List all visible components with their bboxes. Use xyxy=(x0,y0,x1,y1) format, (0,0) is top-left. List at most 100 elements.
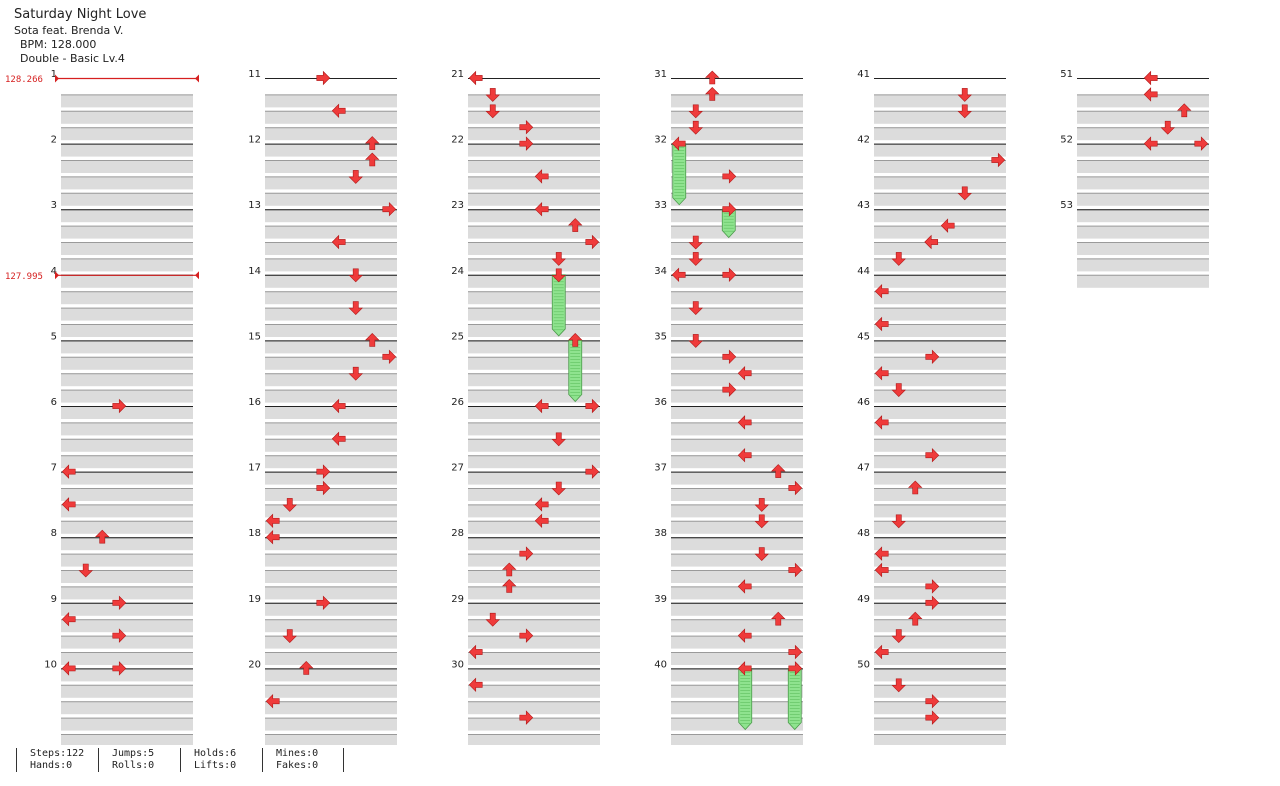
arrow-right-icon xyxy=(722,382,737,397)
beat-band xyxy=(265,209,397,223)
measure-number: 14 xyxy=(248,266,261,277)
mines-count: Mines:0 xyxy=(276,748,319,759)
arrow-right-icon xyxy=(991,152,1006,168)
beat-band xyxy=(1077,110,1209,124)
beat-band xyxy=(61,668,193,682)
rolls-count: Rolls:0 xyxy=(112,760,155,771)
beat-band xyxy=(468,652,600,665)
step-chart: 1128.266234127.9955678910111213141516171… xyxy=(5,69,1209,745)
beat-band xyxy=(61,488,193,501)
beat-band xyxy=(468,307,600,321)
beat-band xyxy=(874,717,1006,731)
measure-number: 45 xyxy=(857,331,870,342)
beat-band xyxy=(61,94,193,108)
beat-band xyxy=(61,717,193,731)
measure-number: 25 xyxy=(451,331,464,342)
arrow-right-icon xyxy=(382,201,397,217)
measure-number: 52 xyxy=(1060,135,1073,146)
beat-band xyxy=(874,504,1006,518)
beat-band xyxy=(874,668,1006,682)
beat-band xyxy=(874,586,1006,600)
beat-band xyxy=(265,356,397,370)
measure-30: 30 xyxy=(451,659,600,745)
beat-band xyxy=(468,619,600,633)
beat-band xyxy=(61,635,193,649)
beat-band xyxy=(671,520,803,534)
beat-band xyxy=(265,734,397,745)
bpm-change-label: 128.266 xyxy=(5,75,43,85)
beat-band xyxy=(61,438,193,452)
beat-band xyxy=(265,635,397,649)
measure-number: 24 xyxy=(451,266,464,277)
stats-group-holds: Holds:6 Lifts:0 xyxy=(180,748,236,772)
measure-number: 32 xyxy=(654,135,667,146)
bpm-marker-left-icon xyxy=(55,271,59,280)
measure-number: 43 xyxy=(857,200,870,211)
beat-band xyxy=(265,586,397,600)
measure-number: 38 xyxy=(654,528,667,539)
song-title: Saturday Night Love xyxy=(14,7,147,22)
beat-band xyxy=(468,356,600,370)
measure-number: 26 xyxy=(451,397,464,408)
beat-band xyxy=(61,471,193,485)
measure-39: 39 xyxy=(654,594,803,682)
beat-band xyxy=(265,701,397,715)
beat-band xyxy=(671,160,803,173)
beat-band xyxy=(468,225,600,239)
beat-band xyxy=(874,389,1006,403)
arrow-right-icon xyxy=(788,562,803,578)
difficulty-label: Double - Basic Lv.4 xyxy=(20,52,125,65)
beat-band xyxy=(265,488,397,501)
beat-band xyxy=(874,307,1006,321)
beat-band xyxy=(468,602,600,616)
arrow-down-icon xyxy=(282,629,297,644)
beat-band xyxy=(874,652,1006,665)
beat-band xyxy=(1077,143,1209,157)
beat-band xyxy=(671,422,803,436)
beat-band xyxy=(468,324,600,337)
arrow-down-icon xyxy=(485,104,500,119)
arrow-down-icon xyxy=(551,481,566,496)
beat-band xyxy=(671,209,803,223)
beat-band xyxy=(671,652,803,665)
beat-band xyxy=(671,94,803,108)
measure-49: 49 xyxy=(857,594,1006,682)
measure-20: 20 xyxy=(248,659,397,745)
measure-19: 19 xyxy=(248,594,397,682)
arrow-left-icon xyxy=(534,201,549,217)
beat-band xyxy=(61,356,193,370)
arrow-right-icon xyxy=(925,447,940,463)
beat-band xyxy=(874,471,1006,485)
measure-21: 21 xyxy=(451,69,600,157)
beat-band xyxy=(61,734,193,745)
arrow-left-icon xyxy=(468,677,483,693)
beat-band xyxy=(671,192,803,206)
beat-band xyxy=(874,373,1006,387)
beat-band xyxy=(874,422,1006,436)
beat-band xyxy=(468,570,600,583)
arrow-right-icon xyxy=(112,628,127,643)
measure-number: 48 xyxy=(857,528,870,539)
beat-band xyxy=(265,717,397,731)
beat-band xyxy=(265,242,397,255)
measure-number: 2 xyxy=(51,135,57,146)
beat-band xyxy=(874,94,1006,108)
beat-band xyxy=(468,373,600,387)
arrow-right-icon xyxy=(519,628,534,643)
arrow-right-icon xyxy=(382,349,397,365)
beat-band xyxy=(874,127,1006,141)
beat-band xyxy=(468,242,600,255)
arrow-down-icon xyxy=(688,252,703,266)
beat-band xyxy=(468,422,600,436)
beat-band xyxy=(61,340,193,354)
lifts-count: Lifts:0 xyxy=(194,760,237,771)
beat-band xyxy=(671,258,803,272)
beat-band xyxy=(874,324,1006,337)
beat-band xyxy=(874,291,1006,305)
beat-band xyxy=(265,274,397,288)
beat-band xyxy=(468,406,600,419)
beat-band xyxy=(1077,274,1209,288)
beat-band xyxy=(1077,209,1209,223)
arrow-left-icon xyxy=(874,562,889,578)
stats-group-mines: Mines:0 Fakes:0 xyxy=(262,748,318,772)
